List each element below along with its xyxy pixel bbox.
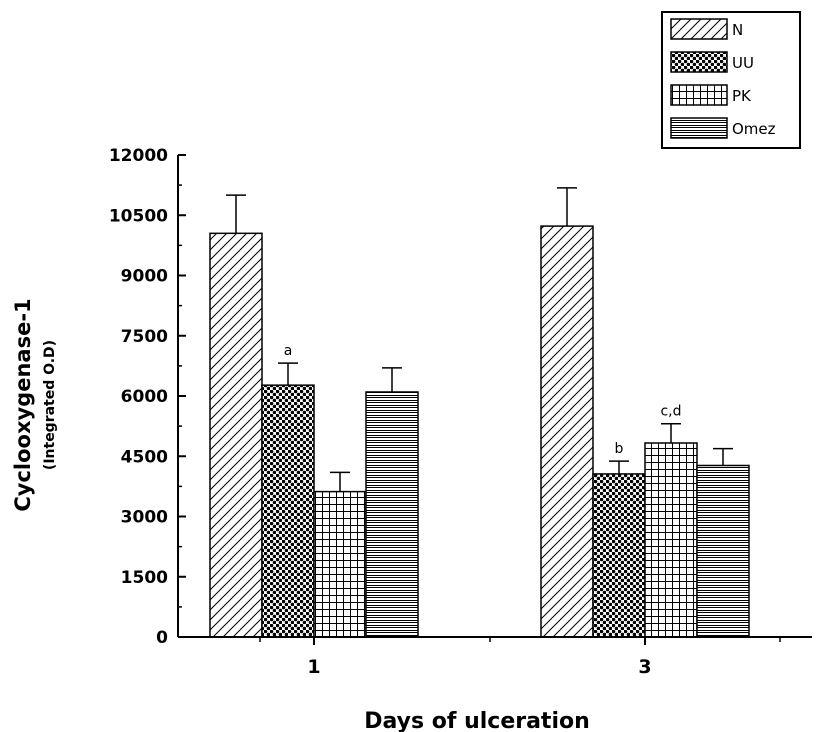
bar-n-day-1 <box>209 232 263 638</box>
bars <box>209 187 750 638</box>
y-axis-title-group: Cyclooxygenase-1 <box>11 298 35 511</box>
y-tick-label: 9000 <box>121 267 168 287</box>
y-tick-label: 7500 <box>121 327 168 347</box>
y-tick-label: 6000 <box>121 387 168 407</box>
legend-swatch-pk <box>670 84 728 106</box>
legend-swatch-omez <box>670 117 728 139</box>
y-tick-label: 1500 <box>121 568 168 588</box>
legend-label-n: N <box>732 21 743 39</box>
annotation-label: c,d <box>660 404 681 420</box>
legend-label-omez: Omez <box>732 120 776 138</box>
bar-omez-day-1 <box>365 391 419 638</box>
legend-label-pk: PK <box>732 87 752 105</box>
y-tick-label: 3000 <box>121 508 168 528</box>
annotations: a b c,d <box>284 343 682 457</box>
y-tick-label: 10500 <box>109 206 168 226</box>
bar-pk-day-1 <box>313 490 367 638</box>
legend-swatch-uu <box>670 51 728 73</box>
bar-omez-day-3 <box>696 464 750 638</box>
y-axis-ticks: 0 1500 3000 4500 6000 7500 9000 10500 12000 <box>109 146 186 648</box>
x-axis-title: Days of ulceration <box>364 709 590 732</box>
y-axis-subtitle-group: (Integrated O.D) <box>42 340 58 470</box>
legend-swatch-n <box>670 18 728 40</box>
annotation-label: b <box>615 441 624 457</box>
y-tick-label: 0 <box>156 628 168 648</box>
y-axis-title: Cyclooxygenase-1 <box>11 298 35 511</box>
axes <box>177 155 812 638</box>
legend-label-uu: UU <box>732 54 754 72</box>
y-tick-label: 12000 <box>109 146 168 166</box>
x-tick-label: 1 <box>307 656 320 678</box>
y-tick-label: 4500 <box>121 447 168 467</box>
y-axis-subtitle: (Integrated O.D) <box>42 340 58 470</box>
annotation-label: a <box>284 343 293 359</box>
bar-pk-day-3 <box>644 442 698 638</box>
x-tick-label: 3 <box>638 656 651 678</box>
bar-n-day-3 <box>540 225 594 638</box>
bar-uu-day-1 <box>261 384 315 638</box>
legend: N UU PK Omez <box>661 11 801 149</box>
bar-uu-day-3 <box>592 473 646 638</box>
